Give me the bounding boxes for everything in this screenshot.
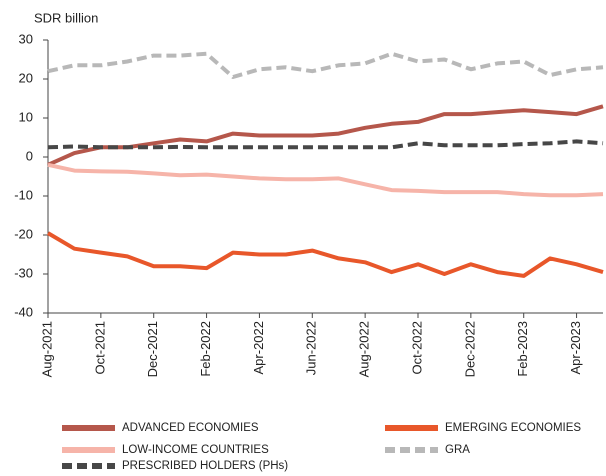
x-tick-label: Apr-2023 xyxy=(568,321,583,374)
legend-label: EMERGING ECONOMIES xyxy=(445,422,581,434)
y-tick-label: -20 xyxy=(14,226,33,241)
legend-label: PRESCRIBED HOLDERS (PHs) xyxy=(122,460,288,472)
x-tick-label: Dec-2022 xyxy=(462,321,477,377)
y-tick-label: 0 xyxy=(26,148,33,163)
x-tick-label: Aug-2021 xyxy=(39,321,54,377)
legend-label: LOW-INCOME COUNTRIES xyxy=(122,444,269,456)
x-tick-label: Aug-2022 xyxy=(357,321,372,377)
x-tick-label: Oct-2021 xyxy=(92,321,107,374)
y-tick-label: -30 xyxy=(14,265,33,280)
x-tick-label: Dec-2021 xyxy=(145,321,160,377)
legend-label: ADVANCED ECONOMIES xyxy=(122,422,259,434)
y-axis-label: SDR billion xyxy=(34,10,98,25)
series-line xyxy=(47,104,604,167)
y-tick-label: -40 xyxy=(14,304,33,319)
x-tick-label: Feb-2023 xyxy=(515,321,530,377)
y-tick-label: 10 xyxy=(19,109,33,124)
y-tick-label: 30 xyxy=(19,31,33,46)
series-line xyxy=(46,231,604,278)
y-tick-label: -10 xyxy=(14,187,33,202)
legend-label: GRA xyxy=(445,444,470,456)
x-tick-label: Apr-2022 xyxy=(251,321,266,374)
x-tick-label: Oct-2022 xyxy=(409,321,424,374)
series-line xyxy=(47,51,604,79)
series-line xyxy=(47,139,604,150)
x-tick-label: Jun-2022 xyxy=(304,321,319,375)
y-tick-label: 20 xyxy=(19,70,33,85)
x-tick-label: Feb-2022 xyxy=(198,321,213,377)
series-line xyxy=(47,162,604,198)
